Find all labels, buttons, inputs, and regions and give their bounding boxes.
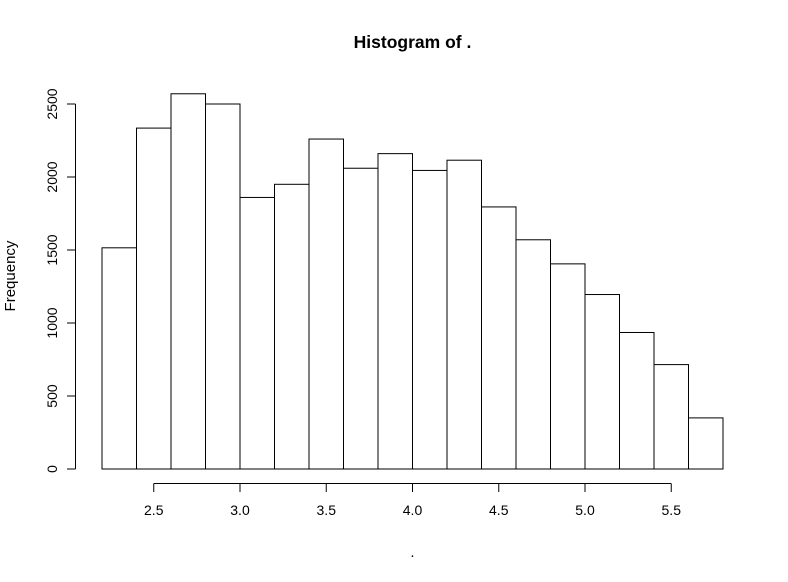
histogram-bar xyxy=(205,103,241,470)
histogram-bar xyxy=(515,239,551,470)
x-axis-label: . xyxy=(410,544,414,561)
x-axis: 2.5 3.0 3.5 4.0 4.5 5.0 5.5 xyxy=(144,483,682,518)
y-tick-label: 500 xyxy=(44,384,60,408)
y-tick-label: 1000 xyxy=(44,307,60,338)
histogram-bar xyxy=(481,206,517,470)
x-tick-label: 4.0 xyxy=(403,502,423,518)
x-tick-label: 3.0 xyxy=(230,502,250,518)
x-tick-label: 3.5 xyxy=(317,502,337,518)
x-tick-label: 5.5 xyxy=(662,502,682,518)
histogram-bar xyxy=(274,183,310,470)
histogram-bar xyxy=(550,263,586,470)
histogram-bar xyxy=(584,294,620,470)
histogram-bar xyxy=(136,127,172,470)
y-axis-label: Frequency xyxy=(2,240,19,311)
y-tick-label: 2500 xyxy=(44,88,60,119)
bars-group xyxy=(101,93,724,470)
histogram-bar xyxy=(412,169,448,470)
histogram-bar xyxy=(688,417,724,470)
histogram-bar xyxy=(239,196,275,470)
y-axis: 0 500 1000 1500 2000 2500 xyxy=(44,88,76,473)
histogram-bar xyxy=(343,167,379,470)
y-tick-label: 2000 xyxy=(44,161,60,192)
histogram-bar xyxy=(308,138,344,470)
histogram-bar xyxy=(653,364,689,470)
x-tick-label: 5.0 xyxy=(575,502,595,518)
histogram-bar xyxy=(619,331,655,470)
histogram-bar xyxy=(170,93,206,470)
y-tick-label: 0 xyxy=(44,465,60,473)
histogram-bar xyxy=(377,153,413,470)
x-tick-label: 2.5 xyxy=(144,502,164,518)
y-tick-label: 1500 xyxy=(44,234,60,265)
histogram-bar xyxy=(101,247,137,470)
histogram-bar xyxy=(446,159,482,470)
chart-title: Histogram of . xyxy=(354,32,472,52)
x-tick-label: 4.5 xyxy=(489,502,509,518)
